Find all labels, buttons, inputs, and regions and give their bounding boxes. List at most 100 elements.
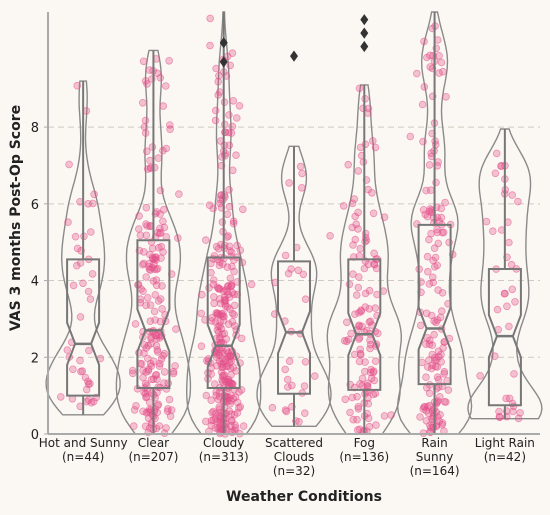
- data-point: [142, 368, 151, 376]
- data-point: [142, 344, 150, 352]
- data-point: [198, 290, 206, 299]
- data-point: [492, 149, 501, 158]
- data-point: [76, 356, 84, 365]
- data-point: [233, 241, 241, 250]
- data-point: [370, 249, 378, 258]
- data-point: [86, 379, 94, 388]
- data-point: [369, 390, 378, 399]
- data-point: [356, 345, 365, 354]
- data-point: [365, 286, 374, 295]
- data-point: [218, 330, 227, 339]
- category-label: Light Rain: [475, 436, 535, 450]
- data-point: [423, 363, 432, 371]
- data-point: [166, 125, 174, 133]
- data-point: [297, 184, 306, 192]
- data-point: [84, 287, 93, 296]
- data-point: [310, 372, 319, 380]
- data-point: [435, 69, 443, 77]
- data-point: [81, 373, 90, 382]
- data-point: [209, 280, 218, 289]
- data-point: [423, 252, 432, 261]
- data-point: [150, 307, 159, 316]
- box-1: [136, 239, 171, 389]
- data-point: [142, 231, 151, 240]
- data-point: [158, 282, 166, 290]
- data-point: [432, 355, 441, 364]
- data-point: [495, 407, 503, 416]
- box-0: [66, 258, 101, 397]
- violin-0: [45, 80, 121, 416]
- data-point: [300, 409, 309, 418]
- data-point: [141, 422, 150, 431]
- box-2: [206, 256, 241, 389]
- data-point: [229, 363, 238, 372]
- data-point: [370, 260, 379, 269]
- data-point: [79, 279, 87, 288]
- data-point: [361, 140, 370, 149]
- y-tick-label: 0: [31, 428, 39, 443]
- data-point: [229, 97, 238, 105]
- data-point: [214, 310, 223, 318]
- data-point: [140, 248, 148, 256]
- data-point: [491, 169, 500, 178]
- data-point: [368, 137, 377, 145]
- data-point: [422, 340, 430, 348]
- data-point: [351, 212, 360, 221]
- data-point: [235, 404, 243, 412]
- data-point: [154, 348, 162, 356]
- data-point: [128, 366, 137, 375]
- data-point: [284, 269, 293, 278]
- data-point: [326, 232, 334, 240]
- data-point: [63, 346, 72, 354]
- data-point: [169, 369, 178, 378]
- data-point: [160, 368, 169, 376]
- data-point: [425, 280, 434, 288]
- data-point: [235, 102, 244, 110]
- data-point: [202, 391, 211, 400]
- category-label: (n=136): [339, 450, 389, 464]
- data-point: [508, 285, 517, 294]
- data-point: [130, 422, 138, 430]
- data-point: [226, 396, 235, 405]
- data-point: [213, 326, 222, 335]
- data-point: [416, 321, 425, 330]
- data-point: [129, 369, 137, 378]
- data-point: [431, 362, 440, 371]
- data-point: [430, 262, 439, 271]
- data-point: [172, 325, 180, 333]
- data-point: [341, 395, 350, 404]
- data-point: [221, 295, 229, 304]
- data-point: [419, 206, 428, 214]
- data-point: [437, 358, 446, 366]
- data-point: [354, 404, 363, 413]
- data-point: [361, 358, 369, 366]
- data-point: [156, 74, 165, 82]
- data-point: [434, 239, 443, 248]
- data-point: [159, 248, 167, 256]
- data-point: [418, 100, 427, 109]
- data-point: [422, 186, 430, 195]
- data-point: [367, 365, 375, 374]
- box-4: [347, 258, 382, 391]
- axis-labels: Hot and Sunny(n=44)Clear(n=207)Cloudy(n=…: [8, 105, 535, 505]
- data-point: [298, 169, 306, 178]
- data-point: [228, 122, 237, 131]
- category-label: (n=42): [484, 450, 526, 464]
- data-point: [131, 320, 140, 328]
- data-point: [434, 397, 442, 405]
- data-point: [87, 228, 95, 236]
- box-6: [487, 268, 522, 407]
- data-point: [151, 291, 160, 299]
- data-point: [227, 282, 235, 291]
- data-point: [65, 160, 73, 169]
- data-point: [416, 413, 424, 421]
- data-point: [142, 220, 150, 228]
- data-point: [281, 251, 290, 260]
- data-point: [82, 385, 91, 394]
- data-point: [210, 299, 218, 308]
- data-point: [493, 305, 502, 314]
- data-point: [218, 372, 227, 380]
- data-point: [162, 424, 170, 432]
- data-point: [281, 365, 290, 374]
- data-point: [437, 213, 446, 222]
